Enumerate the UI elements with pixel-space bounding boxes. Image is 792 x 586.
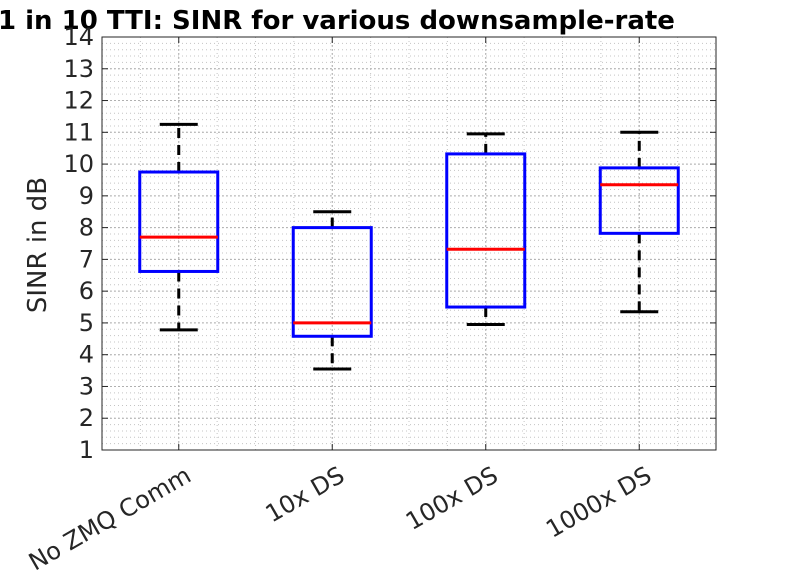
y-tick-label: 8 (79, 214, 94, 242)
box-series (138, 122, 680, 371)
box-1 (138, 122, 220, 332)
y-tick-label: 3 (79, 372, 94, 400)
y-tick-label: 14 (63, 23, 94, 51)
y-tick-label: 2 (79, 404, 94, 432)
box-4 (598, 130, 680, 314)
minor-grid (101, 36, 717, 451)
iqr-box (598, 166, 680, 235)
iqr-box (291, 226, 373, 338)
y-tick-label: 7 (79, 245, 94, 273)
x-tick-label: 10x DS (261, 461, 350, 528)
y-tick-label: 5 (79, 309, 94, 337)
y-tick-label: 13 (63, 55, 94, 83)
major-grid (102, 36, 716, 451)
x-tick-label: 100x DS (401, 461, 503, 536)
x-axis: No ZMQ Comm 10x DS 100x DS 1000x DS (24, 37, 656, 576)
y-axis-label: SINR in dB (23, 177, 53, 313)
y-tick-label: 4 (79, 341, 94, 369)
plot-frame (101, 36, 717, 451)
iqr-box (138, 170, 220, 273)
iqr-box (445, 152, 527, 309)
y-tick-label: 10 (63, 150, 94, 178)
x-tick-label: 1000x DS (541, 461, 656, 544)
y-tick-label: 12 (63, 87, 94, 115)
box-3 (445, 132, 527, 327)
y-tick-label: 9 (79, 182, 94, 210)
chart-title: 1 in 10 TTI: SINR for various downsample… (0, 6, 675, 36)
x-tick-label: No ZMQ Comm (24, 461, 196, 576)
y-tick-label: 11 (63, 118, 94, 146)
y-tick-label: 6 (79, 277, 94, 305)
y-tick-label: 1 (79, 436, 94, 464)
box-2 (291, 210, 373, 371)
